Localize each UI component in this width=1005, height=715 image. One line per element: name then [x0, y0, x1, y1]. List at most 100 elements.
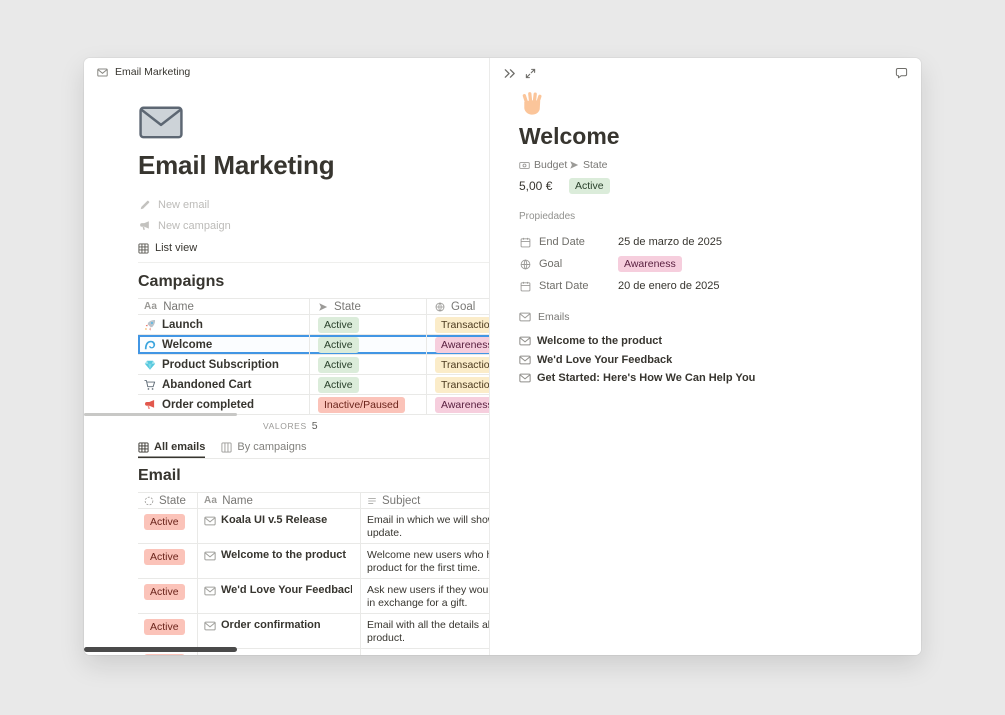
- list-view-label: List view: [155, 242, 198, 254]
- email-name[interactable]: Order confirmation: [221, 619, 321, 631]
- campaign-row-abandoned-cart[interactable]: Abandoned Cart Active Transaction: [138, 375, 489, 395]
- calendar-icon: [519, 281, 531, 292]
- state-badge: Active: [318, 376, 359, 393]
- campaign-name[interactable]: Launch: [162, 318, 203, 331]
- campaigns-table: Aa Name State Goal Launch Active Transact…: [138, 298, 489, 415]
- expand-icon[interactable]: [525, 68, 536, 79]
- property-value[interactable]: 25 de marzo de 2025: [618, 236, 722, 248]
- properties-heading[interactable]: Propiedades: [519, 211, 576, 222]
- email-name[interactable]: Koala UI v.5 Release: [221, 514, 328, 526]
- email-row[interactable]: Active Koala UI v.5 Release Email in whi…: [138, 509, 489, 544]
- main-page: Email Marketing Email Marketing New emai…: [84, 58, 489, 655]
- comment-icon[interactable]: [895, 67, 908, 80]
- property-goal[interactable]: Goal Awareness: [519, 253, 893, 275]
- column-header-state[interactable]: State: [310, 299, 427, 314]
- list-view-tab[interactable]: List view: [138, 239, 489, 257]
- campaigns-heading: Campaigns: [138, 273, 225, 290]
- state-value[interactable]: Active: [569, 178, 610, 194]
- subject-line: Finance details about the purchas: [367, 654, 489, 655]
- campaign-name[interactable]: Order completed: [162, 398, 255, 411]
- red-megaphone-icon: [144, 399, 156, 411]
- subject-line: Ask new users if they would mind: [367, 584, 489, 596]
- email-link-label[interactable]: Welcome to the product: [537, 335, 663, 348]
- peek-topbar: [490, 58, 921, 88]
- property-start-date[interactable]: Start Date 20 de enero de 2025: [519, 275, 893, 297]
- tab-by-campaigns[interactable]: By campaigns: [221, 441, 306, 458]
- campaign-row-order-completed[interactable]: Order completed Inactive/Paused Awarenes…: [138, 395, 489, 415]
- state-badge: Active: [144, 549, 185, 565]
- subject-line: product.: [367, 632, 405, 644]
- state-label: State: [583, 159, 608, 171]
- wave-hand-emoji-icon[interactable]: [519, 90, 546, 117]
- horizontal-scrollbar-dark[interactable]: [84, 647, 237, 652]
- goal-badge: Transaction: [435, 316, 489, 333]
- peek-title[interactable]: Welcome: [519, 123, 620, 149]
- tab-label: By campaigns: [237, 441, 307, 453]
- breadcrumb-title[interactable]: Email Marketing: [115, 66, 191, 78]
- email-name[interactable]: Welcome to the product: [221, 549, 347, 561]
- new-campaign-button[interactable]: New campaign: [139, 215, 489, 236]
- column-label: Name: [222, 494, 253, 507]
- column-header-name[interactable]: Aa Name: [198, 493, 361, 508]
- column-header-goal[interactable]: Goal: [427, 299, 489, 314]
- budget-property-header[interactable]: Budget: [519, 159, 569, 171]
- campaign-row-launch[interactable]: Launch Active Transaction: [138, 315, 489, 335]
- email-icon: [204, 585, 216, 597]
- property-value[interactable]: Awareness: [618, 256, 682, 272]
- table-view-icon: [138, 441, 149, 453]
- property-end-date[interactable]: End Date 25 de marzo de 2025: [519, 231, 893, 253]
- email-name[interactable]: Send receipt: [221, 654, 287, 655]
- tab-all-emails[interactable]: All emails: [138, 441, 205, 458]
- banknote-icon: [519, 160, 530, 171]
- column-header-state[interactable]: State: [138, 493, 198, 508]
- select-arrow-icon: [318, 302, 328, 312]
- subject-line: Email in which we will show the ma: [367, 514, 489, 526]
- megaphone-icon: [139, 220, 151, 232]
- horizontal-scrollbar[interactable]: [84, 413, 237, 416]
- subject-line: update.: [367, 527, 403, 539]
- campaign-name[interactable]: Abandoned Cart: [162, 378, 252, 391]
- email-row[interactable]: Active Order confirmation Email with all…: [138, 614, 489, 649]
- email-row[interactable]: Active We'd Love Your Feedback Ask new u…: [138, 579, 489, 614]
- page-title[interactable]: Email Marketing: [138, 150, 335, 180]
- peek-panel: Welcome Budget State 5,00 € Active Propi…: [489, 58, 921, 655]
- cart-icon: [144, 379, 156, 391]
- count-label: VALORES: [263, 421, 307, 431]
- email-link-label[interactable]: We'd Love Your Feedback: [537, 353, 673, 366]
- new-campaign-label: New campaign: [158, 219, 231, 232]
- calendar-icon: [519, 237, 531, 248]
- campaign-name[interactable]: Welcome: [162, 338, 213, 351]
- email-row[interactable]: Active Send receipt Finance details abou…: [138, 649, 489, 655]
- column-header-name[interactable]: Aa Name: [138, 299, 310, 314]
- email-link[interactable]: We'd Love Your Feedback: [519, 351, 893, 370]
- app-window: Email Marketing Email Marketing New emai…: [84, 58, 921, 655]
- email-header-row: State Aa Name Subject: [138, 493, 489, 509]
- column-header-subject[interactable]: Subject: [361, 493, 489, 508]
- board-view-icon: [221, 441, 232, 453]
- goal-badge: Transaction: [435, 376, 489, 393]
- breadcrumb[interactable]: Email Marketing: [84, 58, 489, 86]
- property-value[interactable]: 20 de enero de 2025: [618, 280, 720, 292]
- close-peek-chevrons-icon[interactable]: [503, 67, 516, 80]
- email-name[interactable]: We'd Love Your Feedback: [221, 584, 352, 596]
- budget-value[interactable]: 5,00 €: [519, 179, 553, 193]
- view-tab-row: List view: [138, 236, 489, 263]
- page-cover-icon[interactable]: [138, 103, 184, 141]
- campaign-name[interactable]: Product Subscription: [162, 358, 279, 371]
- state-badge: Active: [318, 356, 359, 373]
- email-icon: [519, 311, 531, 323]
- email-link[interactable]: Welcome to the product: [519, 332, 893, 351]
- status-circle-icon: [144, 496, 154, 506]
- state-property-header[interactable]: State: [569, 159, 610, 171]
- table-view-icon: [138, 242, 149, 254]
- tab-label: All emails: [154, 441, 206, 453]
- emails-label-text: Emails: [538, 311, 570, 323]
- campaign-row-product-subscription[interactable]: Product Subscription Active Transaction: [138, 355, 489, 375]
- state-badge: Active: [569, 178, 610, 194]
- column-label: Goal: [451, 300, 476, 313]
- campaign-row-welcome-selected[interactable]: Welcome Active Awareness: [138, 335, 489, 355]
- email-link[interactable]: Get Started: Here's How We Can Help You: [519, 369, 893, 388]
- new-email-button[interactable]: New email: [139, 194, 489, 215]
- email-link-label[interactable]: Get Started: Here's How We Can Help You: [537, 372, 756, 385]
- email-row[interactable]: Active Welcome to the product Welcome ne…: [138, 544, 489, 579]
